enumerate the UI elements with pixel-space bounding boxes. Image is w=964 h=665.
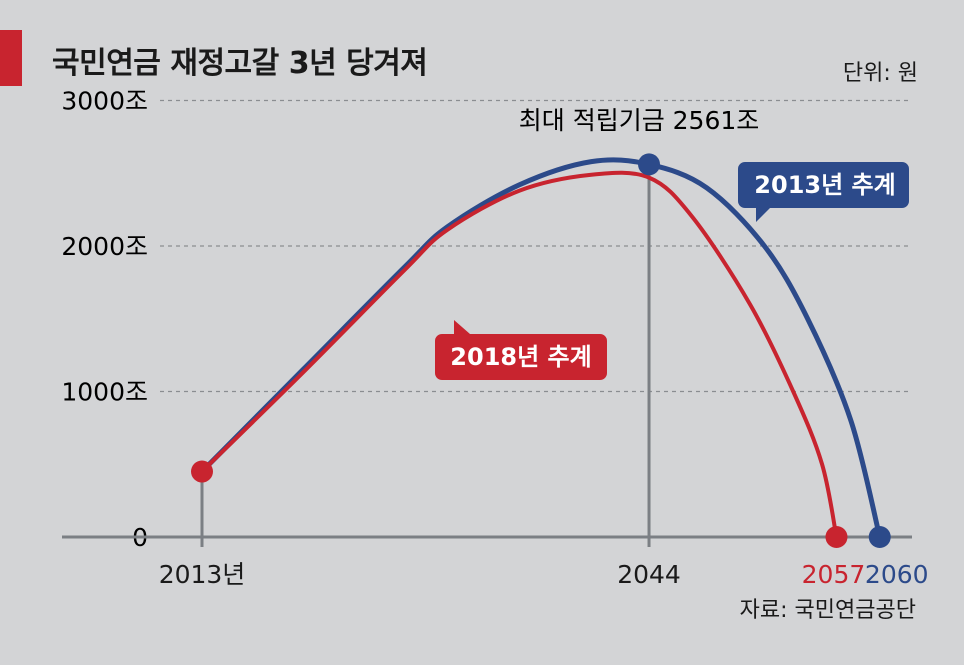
series-2018-callout: [435, 320, 607, 380]
x-tick-label: 2013년: [159, 560, 246, 589]
series-2013-callout: [738, 162, 909, 222]
x-tick-label: 2044: [617, 560, 681, 589]
series-line-2013: [200, 157, 883, 538]
series-line-2018: [200, 170, 839, 538]
y-tick-label: 1000조: [61, 378, 148, 407]
source-label: 자료: 국민연금공단: [739, 598, 916, 623]
y-tick-label: 2000조: [61, 232, 148, 261]
chart-title: 국민연금 재정고갈 3년 당겨져: [52, 46, 428, 81]
y-tick-label: 3000조: [61, 87, 148, 116]
x-tick-label: 2060: [865, 560, 929, 589]
peak-point-marker: [638, 153, 661, 176]
title-accent-bar: [0, 30, 22, 86]
series-2018-callout-label: 2018년 추계: [450, 343, 591, 371]
end-point-2018-marker: [825, 526, 848, 548]
start-point-marker: [191, 460, 213, 483]
unit-label: 단위: 원: [842, 61, 918, 86]
end-point-2013-marker: [868, 526, 891, 548]
series-2013-callout-label: 2013년 추계: [754, 171, 895, 199]
peak-annotation-label: 최대 적립기금 2561조: [519, 106, 760, 135]
x-tick-label: 2057: [802, 560, 866, 589]
